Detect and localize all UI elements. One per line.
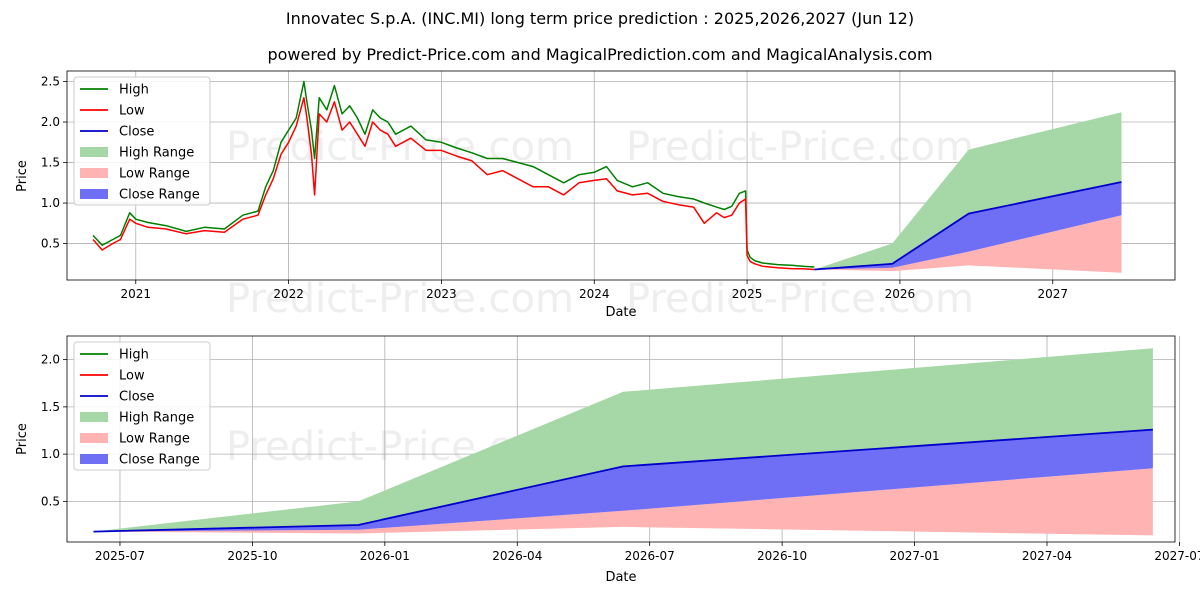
chart-top: Predict-Price.com Predict-Price.com Pred… (15, 70, 1176, 322)
watermark-top-3: Predict-Price.com (226, 276, 574, 322)
plot-frame (66, 70, 1176, 281)
x-tick-label: 2024 (579, 287, 610, 301)
range-areas-bottom (93, 348, 1153, 536)
close-range-area (93, 429, 1153, 532)
legend-label-close-range-top: Close Range (119, 188, 200, 203)
y-tick-label: 2.0 (41, 353, 60, 367)
y-tick-label: 1.0 (41, 196, 60, 210)
x-axis-label-bottom: Date (605, 570, 636, 585)
x-tick-label: 2025-10 (227, 549, 277, 563)
series-lines-bottom (93, 428, 1153, 533)
legend-swatch-close-range (80, 454, 108, 464)
chart-title: Innovatec S.p.A. (INC.MI) long term pric… (285, 9, 915, 28)
x-tick-label: 2023 (426, 287, 457, 301)
low-range-area (814, 215, 1122, 273)
legend-label-low-range-bottom: Low Range (119, 432, 190, 447)
x-tick-label: 2022 (273, 287, 304, 301)
close-series-line (814, 181, 1122, 271)
legend-label-low-bottom: Low (119, 369, 145, 384)
high-series-line (92, 80, 815, 268)
x-axis-label-top: Date (605, 305, 636, 320)
plot-frame (66, 335, 1176, 543)
y-tick-label: 1.5 (41, 156, 60, 170)
legend-top: High Low Close High Range Low Range Close Ran… (73, 76, 211, 206)
watermark-top-2: Predict-Price.com (626, 124, 974, 170)
legend-label-high-bottom: High (119, 348, 149, 363)
legend-swatch-low-range (80, 433, 108, 443)
x-tick-label: 2025-07 (95, 549, 145, 563)
legend-label-close-top: Close (119, 125, 154, 140)
x-tick-label: 2027-04 (1022, 549, 1072, 563)
legend-swatch-high-range (80, 147, 108, 157)
x-tick-label: 2026 (885, 287, 916, 301)
y-tick-label: 2.0 (41, 115, 60, 129)
watermark-top-4: Predict-Price.com (626, 276, 974, 322)
legend-label-high-top: High (119, 83, 149, 98)
legend-label-high-range-bottom: High Range (119, 411, 194, 426)
y-tick-label: 1.0 (41, 447, 60, 461)
x-tick-label: 2027-01 (889, 549, 939, 563)
legend-bottom: High Low Close High Range Low Range Close Ran… (73, 341, 211, 471)
x-tick-label: 2026-07 (625, 549, 675, 563)
y-axis-label-bottom: Price (15, 423, 30, 455)
legend-label-low-range-top: Low Range (119, 167, 190, 182)
y-tick-label: 1.5 (41, 400, 60, 414)
low-series-line (92, 96, 815, 271)
axes-top: 2021 2022 2023 2024 2025 2026 2027 0.5 1.0 1.5 2.0… (41, 70, 1176, 301)
x-tick-label: 2026-04 (492, 549, 542, 563)
x-tick-label: 2025 (732, 287, 763, 301)
high-range-area (814, 112, 1122, 270)
series-lines-top (92, 80, 1122, 271)
y-tick-label: 0.5 (41, 494, 60, 508)
close-range-area (814, 182, 1122, 270)
chart-subtitle: powered by Predict-Price.com and Magical… (267, 45, 933, 64)
x-tick-label: 2021 (120, 287, 151, 301)
legend-swatch-high-range (80, 412, 108, 422)
x-tick-label: 2026-10 (757, 549, 807, 563)
x-tick-label: 2027 (1037, 287, 1068, 301)
legend-label-high-range-top: High Range (119, 146, 194, 161)
y-tick-label: 2.5 (41, 75, 60, 89)
legend-swatch-low-range (80, 168, 108, 178)
y-tick-label: 0.5 (41, 237, 60, 251)
high-range-area (93, 348, 1153, 532)
x-tick-label: 2026-01 (360, 549, 410, 563)
close-series-line (93, 428, 1153, 533)
low-range-area (93, 468, 1153, 536)
axes-bottom: 2025-07 2025-10 2026-01 2026-04 2026-07 2026-… (41, 335, 1200, 563)
legend-label-close-range-bottom: Close Range (119, 453, 200, 468)
y-axis-label-top: Price (15, 160, 30, 192)
range-areas-top (814, 112, 1122, 273)
legend-swatch-close-range (80, 189, 108, 199)
chart-bottom: Predict-Price.com Predict-Price.com 2025… (15, 335, 1200, 585)
x-tick-label: 2027-07 (1154, 549, 1200, 563)
legend-label-close-bottom: Close (119, 390, 154, 405)
legend-label-low-top: Low (119, 104, 145, 119)
